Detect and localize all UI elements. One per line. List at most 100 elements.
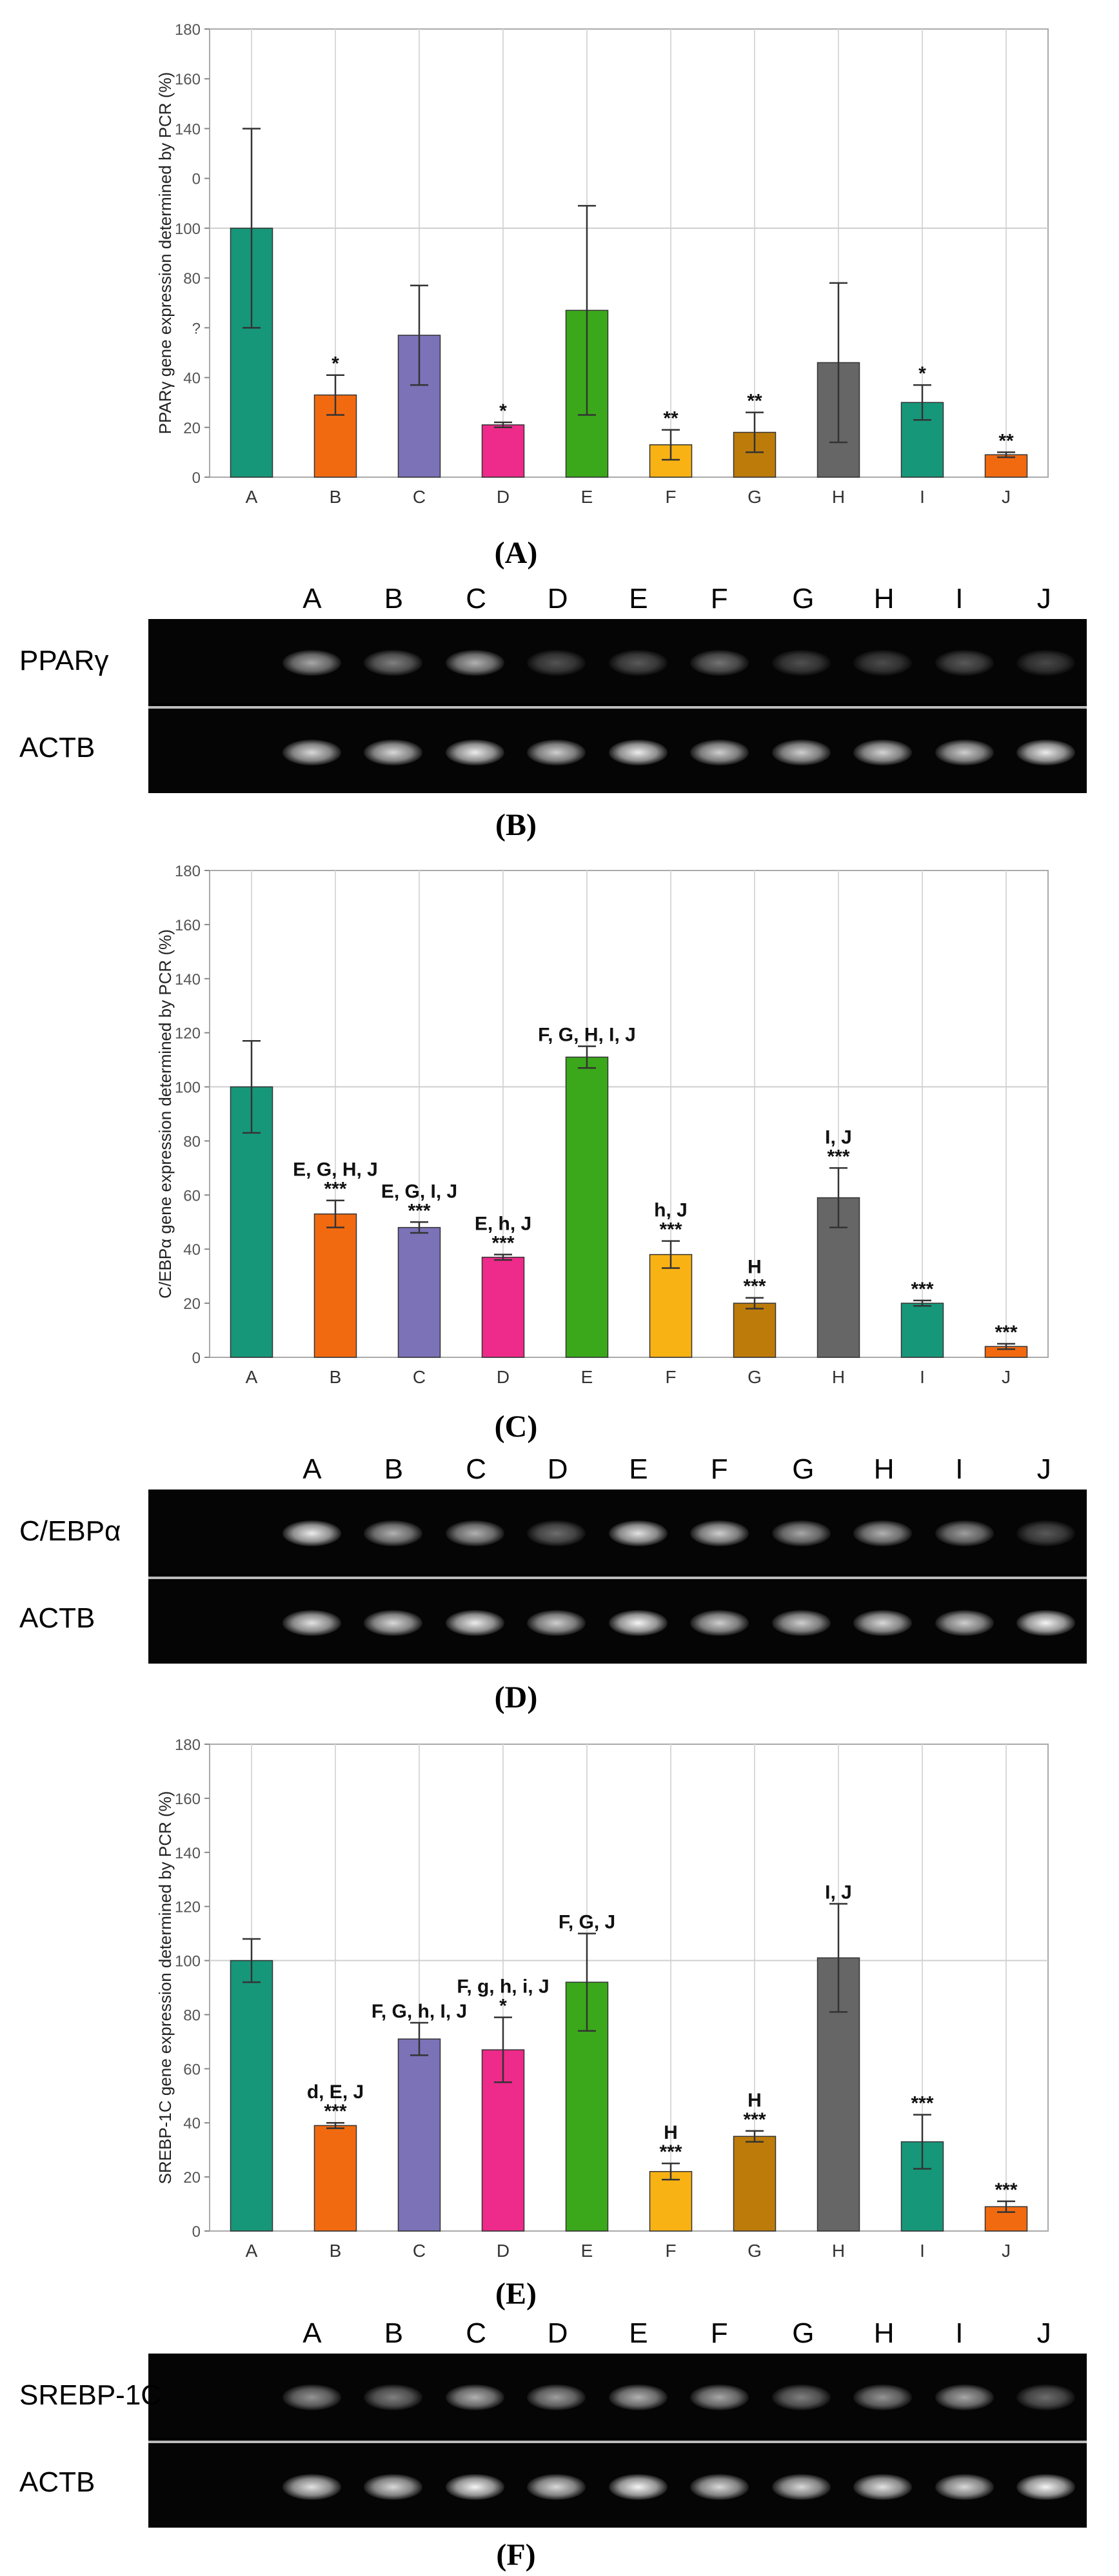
gel-band	[608, 2384, 668, 2410]
gel-band	[935, 1609, 994, 1636]
y-axis-label: PPARγ gene expression determined by PCR …	[155, 72, 175, 435]
bar-I	[900, 1303, 944, 1358]
significance-label: ***	[827, 1146, 849, 1167]
x-tick-label: I	[920, 2241, 925, 2261]
letter-label: H	[664, 2122, 678, 2143]
gel-panel-f	[148, 2354, 1087, 2528]
gel-band	[445, 2473, 504, 2500]
lane-label-B: B	[384, 2317, 404, 2349]
x-tick-label: G	[748, 487, 762, 507]
y-tick-label: 140	[175, 121, 201, 138]
significance-label: ***	[324, 1179, 346, 1200]
significance-label: ***	[995, 1322, 1017, 1343]
x-tick-label: J	[1002, 487, 1011, 507]
gel-band	[853, 739, 913, 765]
x-tick-label: A	[246, 2241, 258, 2261]
gel-band	[1016, 1609, 1076, 1636]
chart-panel-c: 0 20 40 60 80 100 120 140 160 180 C/EBPα gene expr…	[145, 864, 1055, 1409]
y-tick-label: 160	[175, 71, 201, 88]
gel-row-ACTB	[148, 2441, 1087, 2528]
gel-band	[771, 1609, 831, 1636]
chart-ppar-gamma: 0 20 40? 80 100 0 140 160 180 PPARγ gene expressi…	[155, 23, 1049, 507]
panel-label-a: (A)	[494, 536, 538, 570]
significance-label: ***	[491, 1233, 514, 1254]
y-tick-label: 140	[175, 971, 201, 988]
letter-label: I, J	[825, 1882, 852, 1903]
y-tick-label: 100	[175, 1079, 201, 1097]
letter-label: F, G, h, I, J	[371, 2001, 467, 2022]
bar-D	[481, 424, 525, 478]
lane-label-F: F	[710, 2317, 728, 2349]
y-tick-label: 20	[183, 1295, 201, 1313]
y-tick-label: 0	[192, 171, 201, 188]
gel-band	[364, 1520, 423, 1546]
lane-label-B: B	[384, 1453, 404, 1485]
x-tick-label: G	[748, 2241, 762, 2261]
x-tick-label: D	[497, 1367, 510, 1387]
significance-label: *	[499, 1996, 507, 2017]
significance-label: **	[663, 408, 678, 429]
letter-label: H	[748, 2090, 762, 2111]
y-tick-label: 80	[183, 270, 201, 288]
gel-band	[608, 1520, 668, 1546]
panel-label-b: (B)	[495, 808, 537, 842]
x-tick-label: G	[748, 1367, 762, 1387]
lane-label-C: C	[466, 583, 487, 615]
gel-band	[853, 2473, 913, 2500]
lane-label-A: A	[302, 1453, 322, 1485]
gel-row-C/EBPα	[148, 1490, 1087, 1574]
x-tick-label: I	[920, 487, 925, 507]
gel-band	[690, 1609, 749, 1636]
x-tick-label: C	[413, 1367, 426, 1387]
gel-band	[935, 739, 994, 765]
significance-label: ***	[743, 1276, 766, 1297]
lane-label-D: D	[547, 2317, 568, 2349]
gel-band	[935, 1520, 994, 1546]
gel-band	[608, 739, 668, 765]
bar-G	[733, 1303, 777, 1358]
y-tick-label: 20	[183, 2169, 201, 2187]
lane-label-E: E	[629, 2317, 648, 2349]
significance-label: ***	[408, 1200, 430, 1221]
x-tick-label: F	[665, 2241, 676, 2261]
gel-band	[445, 739, 504, 765]
significance-label: ***	[743, 2109, 766, 2130]
y-tick-label: 180	[175, 864, 201, 880]
gel-band	[527, 1609, 586, 1636]
x-tick-label: A	[246, 487, 258, 507]
gel-band	[445, 1520, 504, 1546]
gene-label: ACTB	[19, 1602, 95, 1634]
gel-band	[364, 2384, 423, 2410]
chart-srebp-1c: 0 20 40 60 80 100 120 140 160 180 SREBP-1C gene ex…	[155, 1738, 1049, 2261]
x-tick-label: J	[1002, 2241, 1011, 2261]
significance-label: **	[747, 391, 762, 412]
x-tick-label: B	[330, 487, 342, 507]
y-tick-label: 60	[183, 2061, 201, 2078]
gel-band	[282, 739, 341, 765]
panel-label-d: (D)	[494, 1680, 538, 1715]
lane-label-G: G	[792, 1453, 815, 1485]
x-tick-label: H	[832, 487, 845, 507]
y-tick-label: 160	[175, 917, 201, 934]
gel-band	[771, 739, 831, 765]
x-tick-label: E	[581, 2241, 593, 2261]
gel-band	[853, 1520, 913, 1546]
lane-label-H: H	[873, 2317, 895, 2349]
x-tick-label: F	[665, 1367, 676, 1387]
gel-band	[853, 1609, 913, 1636]
chart-cebp-alpha: 0 20 40 60 80 100 120 140 160 180 C/EBPα gene expr…	[155, 864, 1049, 1387]
chart-panel-a: 0 20 40? 80 100 0 140 160 180 PPARγ gene expressi…	[145, 23, 1055, 529]
bar-C	[397, 1226, 441, 1358]
gel-band	[608, 1609, 668, 1636]
gel-band	[282, 1609, 341, 1636]
gel-panel-d	[148, 1490, 1087, 1664]
y-tick-label: 180	[175, 1738, 201, 1754]
lane-label-G: G	[792, 583, 815, 615]
lane-label-F: F	[710, 583, 728, 615]
y-tick-label: 20	[183, 420, 201, 437]
gel-band	[1016, 739, 1076, 765]
y-tick-label: 100	[175, 221, 201, 238]
lane-label-A: A	[302, 583, 322, 615]
gel-band	[282, 649, 341, 676]
panel-label-f: (F)	[496, 2538, 536, 2572]
